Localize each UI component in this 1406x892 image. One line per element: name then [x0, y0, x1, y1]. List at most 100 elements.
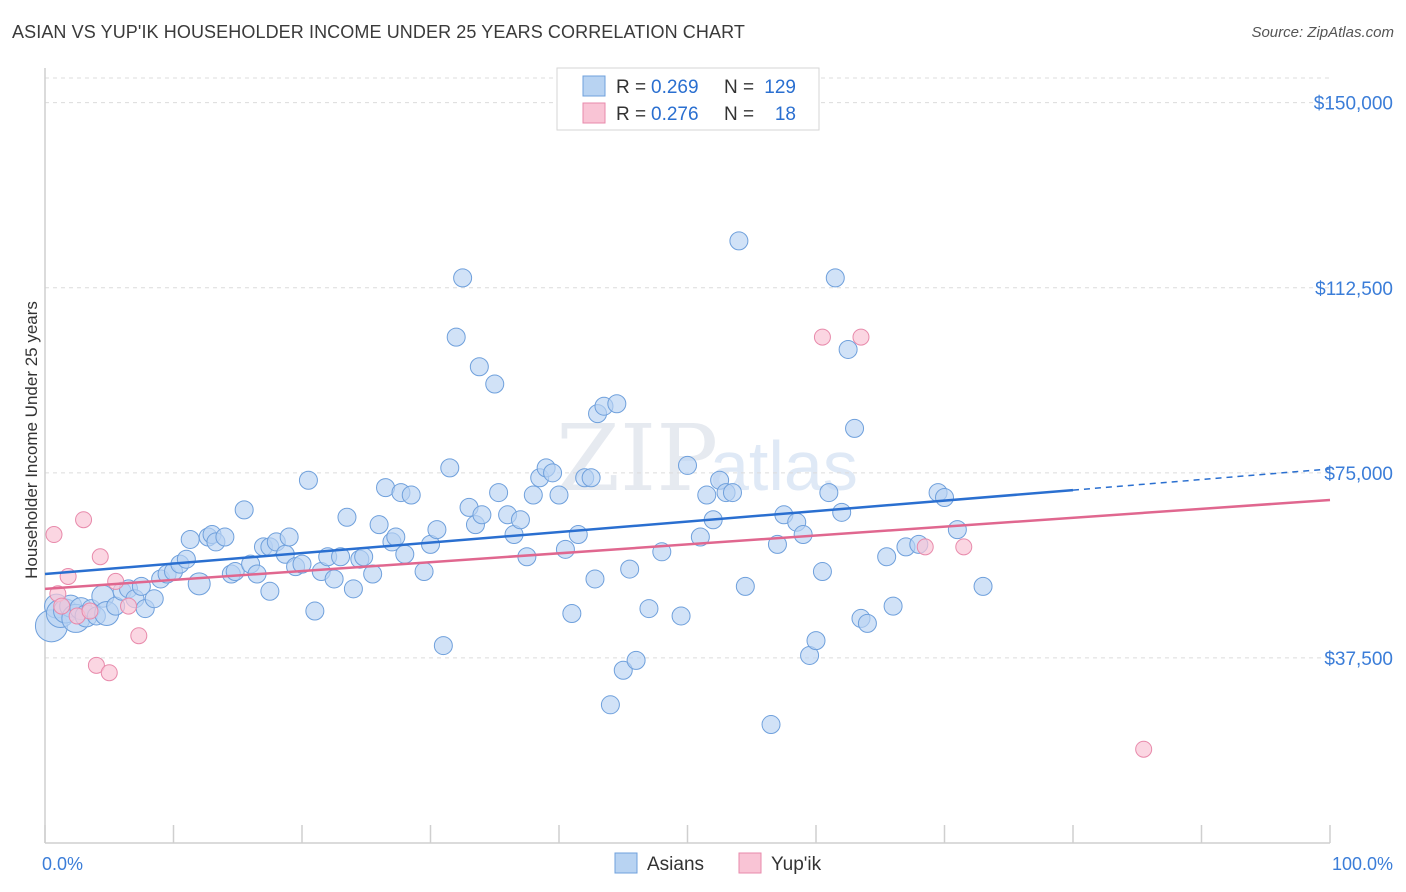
asian-point [279, 527, 299, 547]
asian-point [735, 576, 755, 596]
legend-r-value-yupik: 0.276 [651, 104, 699, 125]
x-tick-label-min: 0.0% [42, 854, 83, 874]
asian-point [607, 394, 627, 414]
x-tick-label-max: 100.0% [1332, 854, 1393, 874]
bottom-legend-yupik: Yup'ik [771, 854, 822, 875]
asian-point [395, 544, 415, 564]
axes [44, 68, 1331, 844]
asian-point [877, 547, 897, 567]
asian-point [973, 576, 993, 596]
asian-point [337, 507, 357, 527]
asian-point [489, 483, 509, 503]
legend-r-label-yupik: R = [616, 104, 646, 125]
asian-point [639, 599, 659, 619]
asian-point [838, 339, 858, 359]
asian-point [832, 502, 852, 522]
bottom-legend-swatch-yupik [738, 852, 762, 874]
asian-point [414, 562, 434, 582]
asian-point [626, 650, 646, 670]
asian-point [354, 547, 374, 567]
yupik-point [955, 538, 973, 556]
asian-point [305, 601, 325, 621]
asian-point [331, 547, 351, 567]
y-tick-label: $150,000 [1314, 94, 1393, 115]
chart-title: ASIAN VS YUP'IK HOUSEHOLDER INCOME UNDER… [12, 22, 745, 42]
asian-point [292, 554, 312, 574]
bottom-legend-asians: Asians [647, 854, 704, 875]
y-tick-label: $112,500 [1315, 279, 1393, 300]
asian-point [555, 539, 575, 559]
legend-swatch-asians [582, 75, 606, 97]
asian-point [180, 529, 200, 549]
asian-point [620, 559, 640, 579]
asian-point [678, 455, 697, 475]
asian-point [613, 660, 633, 680]
yupik-point [53, 597, 71, 615]
asian-point [176, 549, 196, 569]
legend-n-label-asians: N = [724, 77, 754, 98]
yupik-point [87, 656, 105, 674]
legend-swatch-yupik [582, 102, 606, 124]
y-tick-label: $75,000 [1324, 464, 1393, 485]
yupik-point [813, 328, 831, 346]
asian-point [549, 485, 569, 505]
asian-point [845, 418, 865, 438]
series-legend: Asians Yup'ik [614, 852, 822, 875]
yupik-point [916, 538, 934, 556]
trend-lines [44, 468, 1331, 591]
yupik-point [1135, 740, 1153, 758]
asian-point [819, 483, 839, 503]
asian-point [343, 579, 363, 599]
asian-point [324, 569, 344, 589]
asian-point [857, 613, 877, 633]
yupik-point [81, 602, 99, 620]
legend-n-value-asians: 129 [764, 77, 796, 98]
legend-n-value-yupik: 18 [775, 104, 796, 125]
asian-point [523, 485, 543, 505]
asian-point [215, 527, 235, 547]
asian-point [234, 500, 254, 520]
asian-point [453, 268, 473, 288]
yupik-point [75, 511, 93, 529]
asian-point [825, 268, 845, 288]
asian-point [883, 596, 903, 616]
yupik-point [91, 548, 109, 566]
legend-r-label-asians: R = [616, 77, 646, 98]
asian-point [427, 520, 447, 540]
asian-point [187, 572, 211, 596]
asian-point [469, 357, 489, 377]
legend-r-value-asians: 0.269 [651, 77, 699, 98]
asian-point [729, 231, 749, 251]
bottom-legend-swatch-asians [614, 852, 638, 874]
asian-point [767, 534, 787, 554]
asian-point [510, 510, 530, 530]
asian-point [386, 527, 406, 547]
asian-point [472, 505, 492, 525]
y-tick-label: $37,500 [1324, 649, 1393, 670]
asians-trend-extension [1072, 468, 1331, 491]
asian-point [144, 589, 164, 609]
stats-legend: R = 0.269 N = 129 R = 0.276 N = 18 [556, 67, 820, 131]
asian-point [581, 468, 601, 488]
asian-point [697, 485, 717, 505]
asian-point [485, 374, 505, 394]
asian-point [433, 636, 453, 656]
asian-point [935, 488, 954, 508]
y-axis-label: Householder Income Under 25 years [22, 301, 41, 579]
asian-point [401, 485, 421, 505]
yupik-point [852, 328, 870, 346]
asian-point [600, 695, 620, 715]
yupik-point [120, 597, 138, 615]
asian-point [440, 458, 460, 478]
asian-point [947, 520, 967, 540]
asian-point [568, 525, 588, 545]
asian-point [761, 715, 781, 735]
yupik-trend-line [44, 498, 1331, 591]
asian-point [260, 581, 280, 601]
asian-point [446, 327, 466, 347]
asian-point [562, 604, 582, 623]
tick-labels: $37,500 $75,000 $112,500 $150,000 0.0% 100.0% [42, 94, 1393, 874]
yupik-point [107, 572, 125, 590]
asian-point [806, 631, 826, 651]
